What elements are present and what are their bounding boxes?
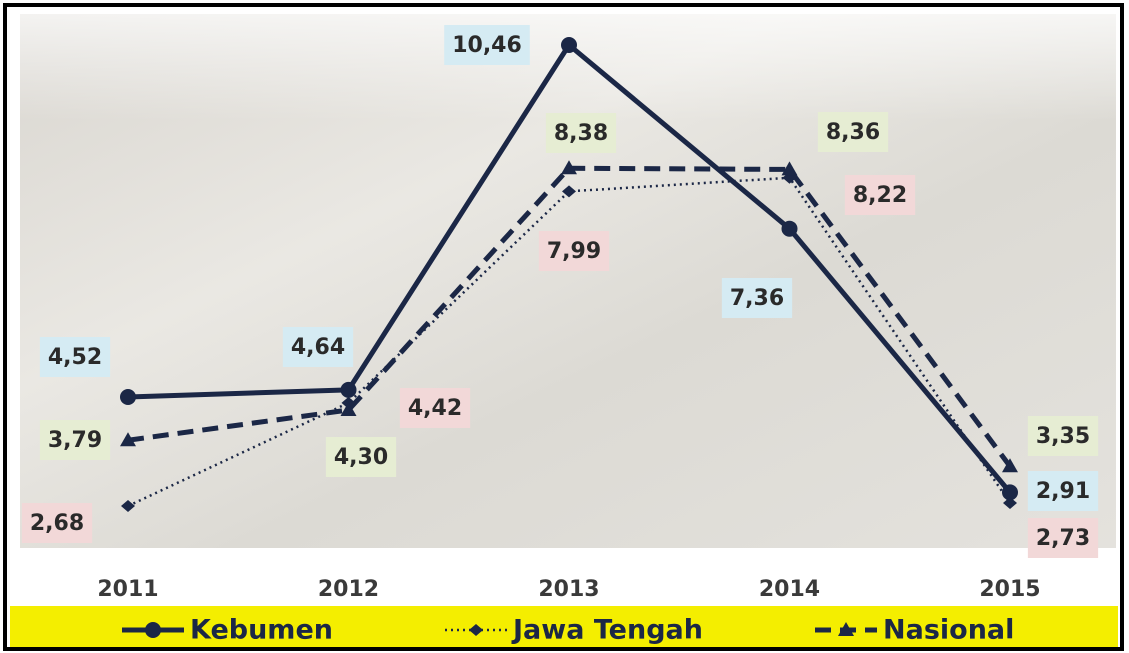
legend-marker <box>469 624 483 636</box>
value-label-box <box>399 388 471 428</box>
value-label-box <box>39 337 111 377</box>
value-label-box <box>325 437 397 477</box>
value-label-box <box>844 175 916 215</box>
legend-marker <box>145 622 161 638</box>
value-label-box <box>1027 416 1099 456</box>
marker <box>1003 497 1017 510</box>
x-tick-label: 2015 <box>979 577 1040 602</box>
x-tick-label: 2012 <box>318 577 379 602</box>
marker <box>340 402 357 417</box>
marker <box>1002 484 1018 501</box>
value-label-box <box>282 327 354 367</box>
value-label: 10,46 <box>452 33 522 58</box>
marker <box>561 37 577 53</box>
value-label: 2,73 <box>1036 526 1090 551</box>
value-label: 8,36 <box>826 120 880 145</box>
value-label: 2,91 <box>1036 479 1090 504</box>
value-label: 7,36 <box>730 286 784 311</box>
value-label: 3,79 <box>48 428 102 453</box>
legend-label: Nasional <box>883 615 1014 646</box>
value-label: 2,68 <box>30 511 84 536</box>
marker <box>121 500 135 512</box>
photo-fade <box>20 14 1116 548</box>
value-label-box <box>21 503 93 543</box>
value-label: 7,99 <box>547 239 601 264</box>
marker <box>561 160 577 175</box>
marker <box>340 381 357 398</box>
value-label-box <box>538 231 610 271</box>
value-label: 8,22 <box>853 183 907 208</box>
value-label: 8,38 <box>554 121 608 146</box>
marker <box>781 161 798 176</box>
value-label: 4,52 <box>48 345 102 370</box>
frame <box>3 3 1124 651</box>
series-line <box>127 176 1012 508</box>
value-label: 4,64 <box>291 335 345 360</box>
value-label-box <box>1027 518 1099 558</box>
value-label-box <box>444 25 530 65</box>
legend-label: Jawa Tengah <box>511 615 703 646</box>
value-label: 3,35 <box>1036 424 1090 449</box>
x-tick-label: 2011 <box>97 577 158 602</box>
value-label-box <box>1027 471 1099 511</box>
value-label-box <box>721 278 793 318</box>
marker <box>1002 458 1018 473</box>
value-label: 4,42 <box>408 396 462 421</box>
legend-label: Kebumen <box>190 615 333 646</box>
marker <box>562 185 576 198</box>
value-label-box <box>39 420 111 460</box>
x-tick-label: 2013 <box>538 577 599 602</box>
marker <box>120 388 136 405</box>
value-label-box <box>817 112 889 152</box>
legend-marker <box>838 622 854 636</box>
legend-bar <box>10 606 1118 650</box>
x-tick-label: 2014 <box>759 577 820 602</box>
marker <box>781 220 798 237</box>
marker <box>120 432 136 447</box>
value-label-box <box>545 113 617 153</box>
value-label: 4,30 <box>334 445 388 470</box>
